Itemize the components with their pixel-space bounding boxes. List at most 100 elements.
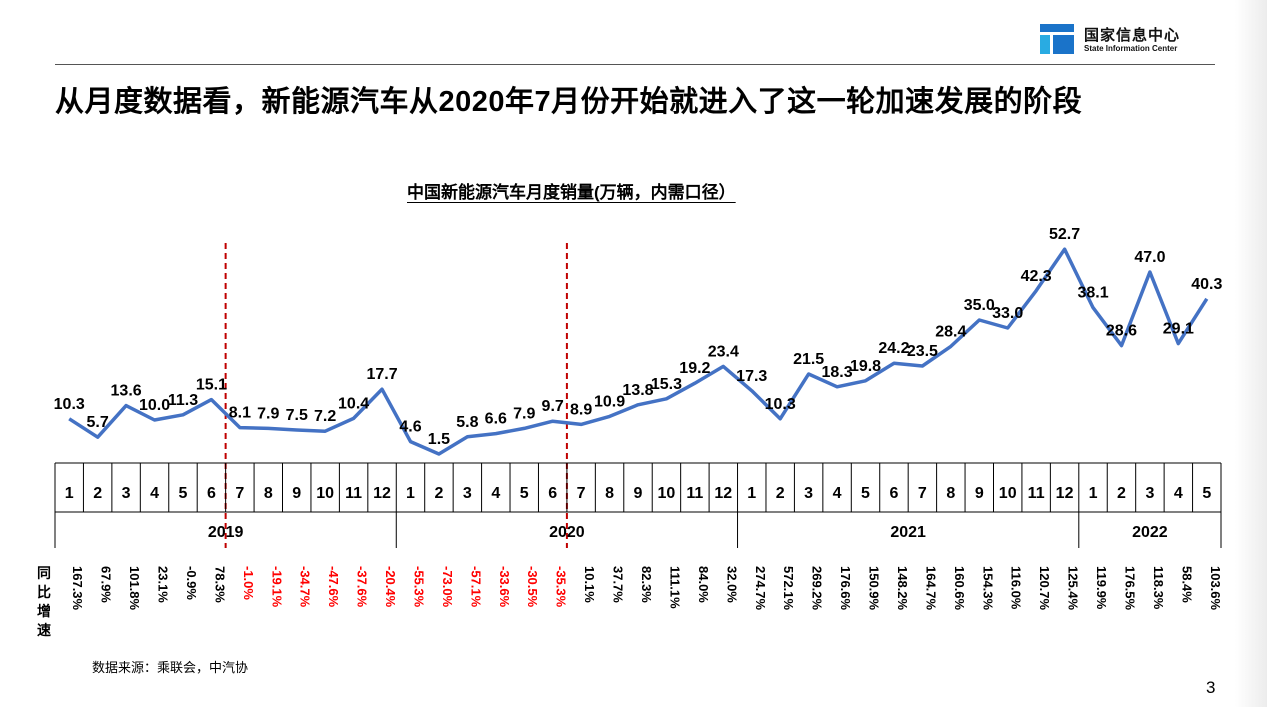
month-tick-label: 9 bbox=[634, 485, 643, 502]
data-label: 19.2 bbox=[679, 360, 710, 377]
year-label: 2020 bbox=[549, 524, 585, 541]
yoy-value: 82.3% bbox=[639, 566, 654, 603]
year-label: 2021 bbox=[890, 524, 926, 541]
yoy-value: 176.5% bbox=[1122, 566, 1137, 611]
month-tick-label: 1 bbox=[65, 485, 74, 502]
data-label: 33.0 bbox=[992, 305, 1023, 322]
month-tick-label: 6 bbox=[207, 485, 216, 502]
yoy-value: 78.3% bbox=[212, 566, 227, 603]
month-tick-label: 8 bbox=[264, 485, 273, 502]
month-tick-label: 4 bbox=[150, 485, 159, 502]
yoy-value: 10.1% bbox=[582, 566, 597, 603]
data-label: 17.7 bbox=[366, 366, 397, 383]
month-tick-label: 12 bbox=[1056, 485, 1074, 502]
yoy-value: -55.3% bbox=[411, 566, 426, 608]
yoy-value: 148.2% bbox=[895, 566, 910, 611]
yoy-value: -47.6% bbox=[326, 566, 341, 608]
data-label: 42.3 bbox=[1021, 268, 1052, 285]
month-tick-label: 3 bbox=[463, 485, 472, 502]
yoy-value: -30.5% bbox=[525, 566, 540, 608]
sales-line bbox=[68, 247, 1209, 456]
yoy-value: 120.7% bbox=[1037, 566, 1052, 611]
yoy-value: -34.7% bbox=[298, 566, 313, 608]
month-tick-label: 2 bbox=[776, 485, 785, 502]
yoy-value: 101.8% bbox=[127, 566, 142, 611]
month-tick-label: 12 bbox=[714, 485, 732, 502]
data-label: 13.8 bbox=[622, 382, 653, 399]
data-label: 10.4 bbox=[338, 395, 369, 412]
yoy-label-char: 增 bbox=[37, 603, 51, 620]
yoy-value: -57.1% bbox=[468, 566, 483, 608]
yoy-value: 167.3% bbox=[70, 566, 85, 611]
right-edge-shade bbox=[1235, 0, 1267, 707]
yoy-value: 67.9% bbox=[99, 566, 114, 603]
yoy-value: 84.0% bbox=[696, 566, 711, 603]
data-label: 52.7 bbox=[1049, 226, 1080, 243]
data-label: 11.3 bbox=[168, 392, 198, 409]
data-label: 17.3 bbox=[736, 368, 767, 385]
yoy-label-char: 速 bbox=[37, 622, 51, 639]
yoy-value: 572.1% bbox=[781, 566, 796, 611]
data-label: 23.4 bbox=[708, 343, 739, 360]
data-label: 28.6 bbox=[1106, 323, 1137, 340]
data-label: 7.2 bbox=[314, 408, 336, 425]
yoy-value: 125.4% bbox=[1066, 566, 1081, 611]
month-tick-label: 11 bbox=[686, 485, 703, 502]
month-tick-label: 8 bbox=[605, 485, 614, 502]
data-label: 5.8 bbox=[456, 414, 478, 431]
data-label: 10.3 bbox=[54, 396, 85, 413]
slide-title: 从月度数据看，新能源汽车从2020年7月份开始就进入了这一轮加速发展的阶段 bbox=[55, 86, 1083, 118]
data-label: 47.0 bbox=[1134, 249, 1165, 266]
data-label: 13.6 bbox=[111, 383, 142, 400]
month-tick-label: 1 bbox=[747, 485, 756, 502]
yoy-value: 103.6% bbox=[1208, 566, 1223, 611]
month-tick-label: 2 bbox=[93, 485, 102, 502]
yoy-value: 150.9% bbox=[867, 566, 882, 611]
month-tick-label: 1 bbox=[1089, 485, 1098, 502]
month-tick-label: 11 bbox=[345, 485, 362, 502]
data-label: 40.3 bbox=[1191, 276, 1222, 293]
yoy-value: 176.6% bbox=[838, 566, 853, 611]
chart-title: 中国新能源汽车月度销量(万辆，内需口径） bbox=[407, 183, 736, 202]
yoy-value: -33.6% bbox=[497, 566, 512, 608]
data-label: 10.9 bbox=[594, 393, 625, 410]
data-label: 8.1 bbox=[229, 405, 251, 422]
page-number: 3 bbox=[1206, 678, 1216, 697]
month-tick-label: 7 bbox=[918, 485, 927, 502]
yoy-value: 37.7% bbox=[611, 566, 626, 603]
month-tick-label: 5 bbox=[520, 485, 529, 502]
yoy-value: 23.1% bbox=[156, 566, 171, 603]
data-label: 5.7 bbox=[87, 414, 109, 431]
yoy-value: -73.0% bbox=[440, 566, 455, 608]
month-tick-label: 11 bbox=[1028, 485, 1045, 502]
month-tick-label: 3 bbox=[122, 485, 131, 502]
month-tick-label: 4 bbox=[833, 485, 842, 502]
month-tick-label: 5 bbox=[1202, 485, 1211, 502]
month-tick-label: 7 bbox=[235, 485, 244, 502]
month-tick-label: 10 bbox=[316, 485, 334, 502]
logo-english-name: State Information Center bbox=[1084, 44, 1178, 53]
yoy-value: -35.3% bbox=[554, 566, 569, 608]
month-tick-label: 3 bbox=[804, 485, 813, 502]
data-label: 38.1 bbox=[1077, 285, 1108, 302]
month-tick-label: 8 bbox=[946, 485, 955, 502]
yoy-value: 164.7% bbox=[923, 566, 938, 611]
yoy-value: -37.6% bbox=[355, 566, 370, 608]
data-source-note: 数据来源：乘联会，中汽协 bbox=[92, 660, 249, 675]
yoy-value: 116.0% bbox=[1009, 566, 1024, 610]
month-tick-label: 2 bbox=[1117, 485, 1126, 502]
month-tick-label: 6 bbox=[548, 485, 557, 502]
data-label: 23.5 bbox=[907, 343, 938, 360]
yoy-value: 119.9% bbox=[1094, 566, 1109, 610]
data-label: 8.9 bbox=[570, 401, 592, 418]
data-label: 1.5 bbox=[428, 431, 450, 448]
month-tick-label: 12 bbox=[373, 485, 391, 502]
data-label: 10.3 bbox=[765, 396, 796, 413]
month-tick-label: 7 bbox=[577, 485, 586, 502]
data-label: 15.1 bbox=[196, 377, 227, 394]
yoy-value: 58.4% bbox=[1179, 566, 1194, 603]
yoy-value: -20.4% bbox=[383, 566, 398, 608]
yoy-value: 160.6% bbox=[952, 566, 967, 611]
yoy-value: 32.0% bbox=[724, 566, 739, 603]
